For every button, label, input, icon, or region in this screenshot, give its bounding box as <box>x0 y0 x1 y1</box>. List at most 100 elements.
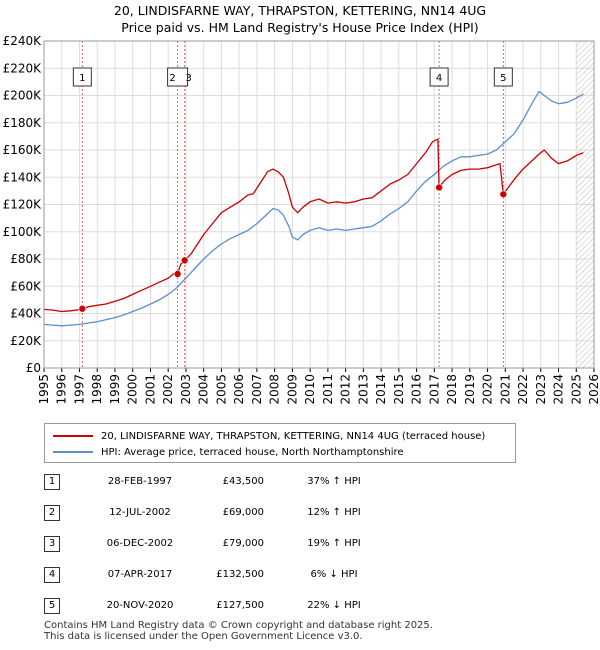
x-tick-label: 2001 <box>143 374 157 405</box>
y-tick-label: £120K <box>3 198 43 212</box>
sale-hpi-diff: 6% ↓ HPI <box>310 569 358 580</box>
footer-line2: This data is licensed under the Open Gov… <box>44 631 363 642</box>
legend-item-property: 20, LINDISFARNE WAY, THRAPSTON, KETTERIN… <box>53 429 485 443</box>
sale-number-badge: 2 <box>44 505 60 521</box>
sale-point-3 <box>180 256 189 265</box>
x-tick-label: 2022 <box>516 374 530 405</box>
sale-marker-label-4: 4 <box>436 73 442 84</box>
x-tick-label: 1998 <box>90 374 104 405</box>
x-tick-label: 2014 <box>374 374 388 405</box>
x-tick-label: 2025 <box>569 374 583 405</box>
sale-marker-box-1 <box>72 67 92 87</box>
sale-price: £43,500 <box>222 476 264 487</box>
x-tick-label: 1996 <box>55 374 69 405</box>
y-tick-label: £0 <box>26 361 41 375</box>
x-tick-label: 1997 <box>72 374 86 405</box>
y-tick-label: £140K <box>3 170 43 184</box>
x-tick-label: 2006 <box>232 374 246 405</box>
sale-number-badge: 3 <box>44 536 60 552</box>
table-row: 3 06-DEC-2002 £79,000 19% ↑ HPI <box>44 536 464 554</box>
x-tick-label: 2023 <box>534 374 548 405</box>
y-tick-label: £160K <box>3 143 43 157</box>
sale-number-badge: 1 <box>44 474 60 490</box>
x-tick-label: 2013 <box>356 374 370 405</box>
plot-frame <box>43 40 595 369</box>
sale-date: 07-APR-2017 <box>107 569 173 580</box>
y-tick-label: £180K <box>3 116 43 130</box>
legend-label-hpi: HPI: Average price, terraced house, Nort… <box>101 446 404 458</box>
x-tick-label: 2019 <box>463 374 477 405</box>
y-tick-label: £200K <box>3 89 43 103</box>
x-tick-label: 2026 <box>587 374 600 405</box>
sale-date: 20-NOV-2020 <box>106 600 174 611</box>
x-tick-label: 2021 <box>498 374 512 405</box>
x-tick-label: 2012 <box>339 374 353 405</box>
sale-hpi-diff: 12% ↑ HPI <box>307 507 361 518</box>
sale-point-1 <box>78 304 87 313</box>
sale-marker-label-1: 1 <box>79 73 85 84</box>
x-tick-label: 2020 <box>481 374 495 405</box>
legend-label-property: 20, LINDISFARNE WAY, THRAPSTON, KETTERIN… <box>101 430 486 442</box>
x-tick-label: 2017 <box>427 374 441 405</box>
chart-title-line1: 20, LINDISFARNE WAY, THRAPSTON, KETTERIN… <box>113 3 487 18</box>
sale-price: £127,500 <box>216 600 264 611</box>
x-tick-label: 2008 <box>268 374 282 405</box>
table-row: 5 20-NOV-2020 £127,500 22% ↓ HPI <box>44 598 464 616</box>
chart-title-line2: Price paid vs. HM Land Registry's House … <box>121 20 479 35</box>
legend: 20, LINDISFARNE WAY, THRAPSTON, KETTERIN… <box>44 423 516 463</box>
x-tick-label: 2000 <box>126 374 140 405</box>
x-tick-label: 1999 <box>108 374 122 405</box>
x-tick-label: 2011 <box>321 374 335 405</box>
table-row: 1 28-FEB-1997 £43,500 37% ↑ HPI <box>44 474 464 492</box>
hpi-line <box>43 90 584 327</box>
sale-marker-label-5: 5 <box>500 73 506 84</box>
y-tick-label: £40K <box>10 307 42 321</box>
sale-marker-label-2: 2 <box>169 73 175 84</box>
sale-marker-box-2-3 <box>167 67 189 87</box>
footer-notice: Contains HM Land Registry data © Crown c… <box>44 620 433 642</box>
y-tick-label: £100K <box>3 225 43 239</box>
x-tick-label: 2005 <box>214 374 228 405</box>
chart-title: 20, LINDISFARNE WAY, THRAPSTON, KETTERIN… <box>0 2 600 36</box>
y-tick-label: £60K <box>10 279 42 293</box>
sale-number-badge: 4 <box>44 567 60 583</box>
y-tick-label: £80K <box>10 252 42 266</box>
sale-marker-box-5 <box>493 67 513 87</box>
footer-line1: Contains HM Land Registry data © Crown c… <box>44 620 433 631</box>
sale-point-2 <box>173 270 182 278</box>
legend-swatch-property <box>53 435 93 437</box>
y-tick-label: £220K <box>3 61 43 75</box>
x-tick-label: 2003 <box>179 374 193 405</box>
x-tick-label: 1995 <box>37 374 51 405</box>
table-row: 4 07-APR-2017 £132,500 6% ↓ HPI <box>44 567 464 585</box>
sale-point-5 <box>499 190 508 199</box>
future-hatch-region <box>576 41 594 368</box>
x-tick-label: 2007 <box>250 374 264 405</box>
sale-hpi-diff: 22% ↓ HPI <box>307 600 361 611</box>
sale-price: £132,500 <box>216 569 264 580</box>
x-tick-label: 2018 <box>445 374 459 405</box>
sale-date: 28-FEB-1997 <box>107 476 173 487</box>
sale-date: 12-JUL-2002 <box>109 507 171 518</box>
sale-price: £69,000 <box>222 507 264 518</box>
x-tick-label: 2002 <box>161 374 175 405</box>
legend-item-hpi: HPI: Average price, terraced house, Nort… <box>53 445 404 459</box>
y-tick-label: £20K <box>10 334 42 348</box>
sale-marker-label-3: 3 <box>186 73 192 84</box>
x-tick-label: 2004 <box>197 374 211 405</box>
property-price-line <box>43 138 584 313</box>
sale-date: 06-DEC-2002 <box>106 538 174 549</box>
x-tick-label: 2024 <box>552 374 566 405</box>
x-tick-label: 2015 <box>392 374 406 405</box>
legend-swatch-hpi <box>53 451 93 453</box>
x-tick-label: 2009 <box>285 374 299 405</box>
x-tick-label: 2016 <box>410 374 424 405</box>
sale-number-badge: 5 <box>44 598 60 614</box>
sale-marker-box-4 <box>429 67 449 87</box>
table-row: 2 12-JUL-2002 £69,000 12% ↑ HPI <box>44 505 464 523</box>
sale-hpi-diff: 37% ↑ HPI <box>307 476 361 487</box>
sale-hpi-diff: 19% ↑ HPI <box>307 538 361 549</box>
x-tick-label: 2010 <box>303 374 317 405</box>
y-tick-label: £240K <box>3 34 43 48</box>
